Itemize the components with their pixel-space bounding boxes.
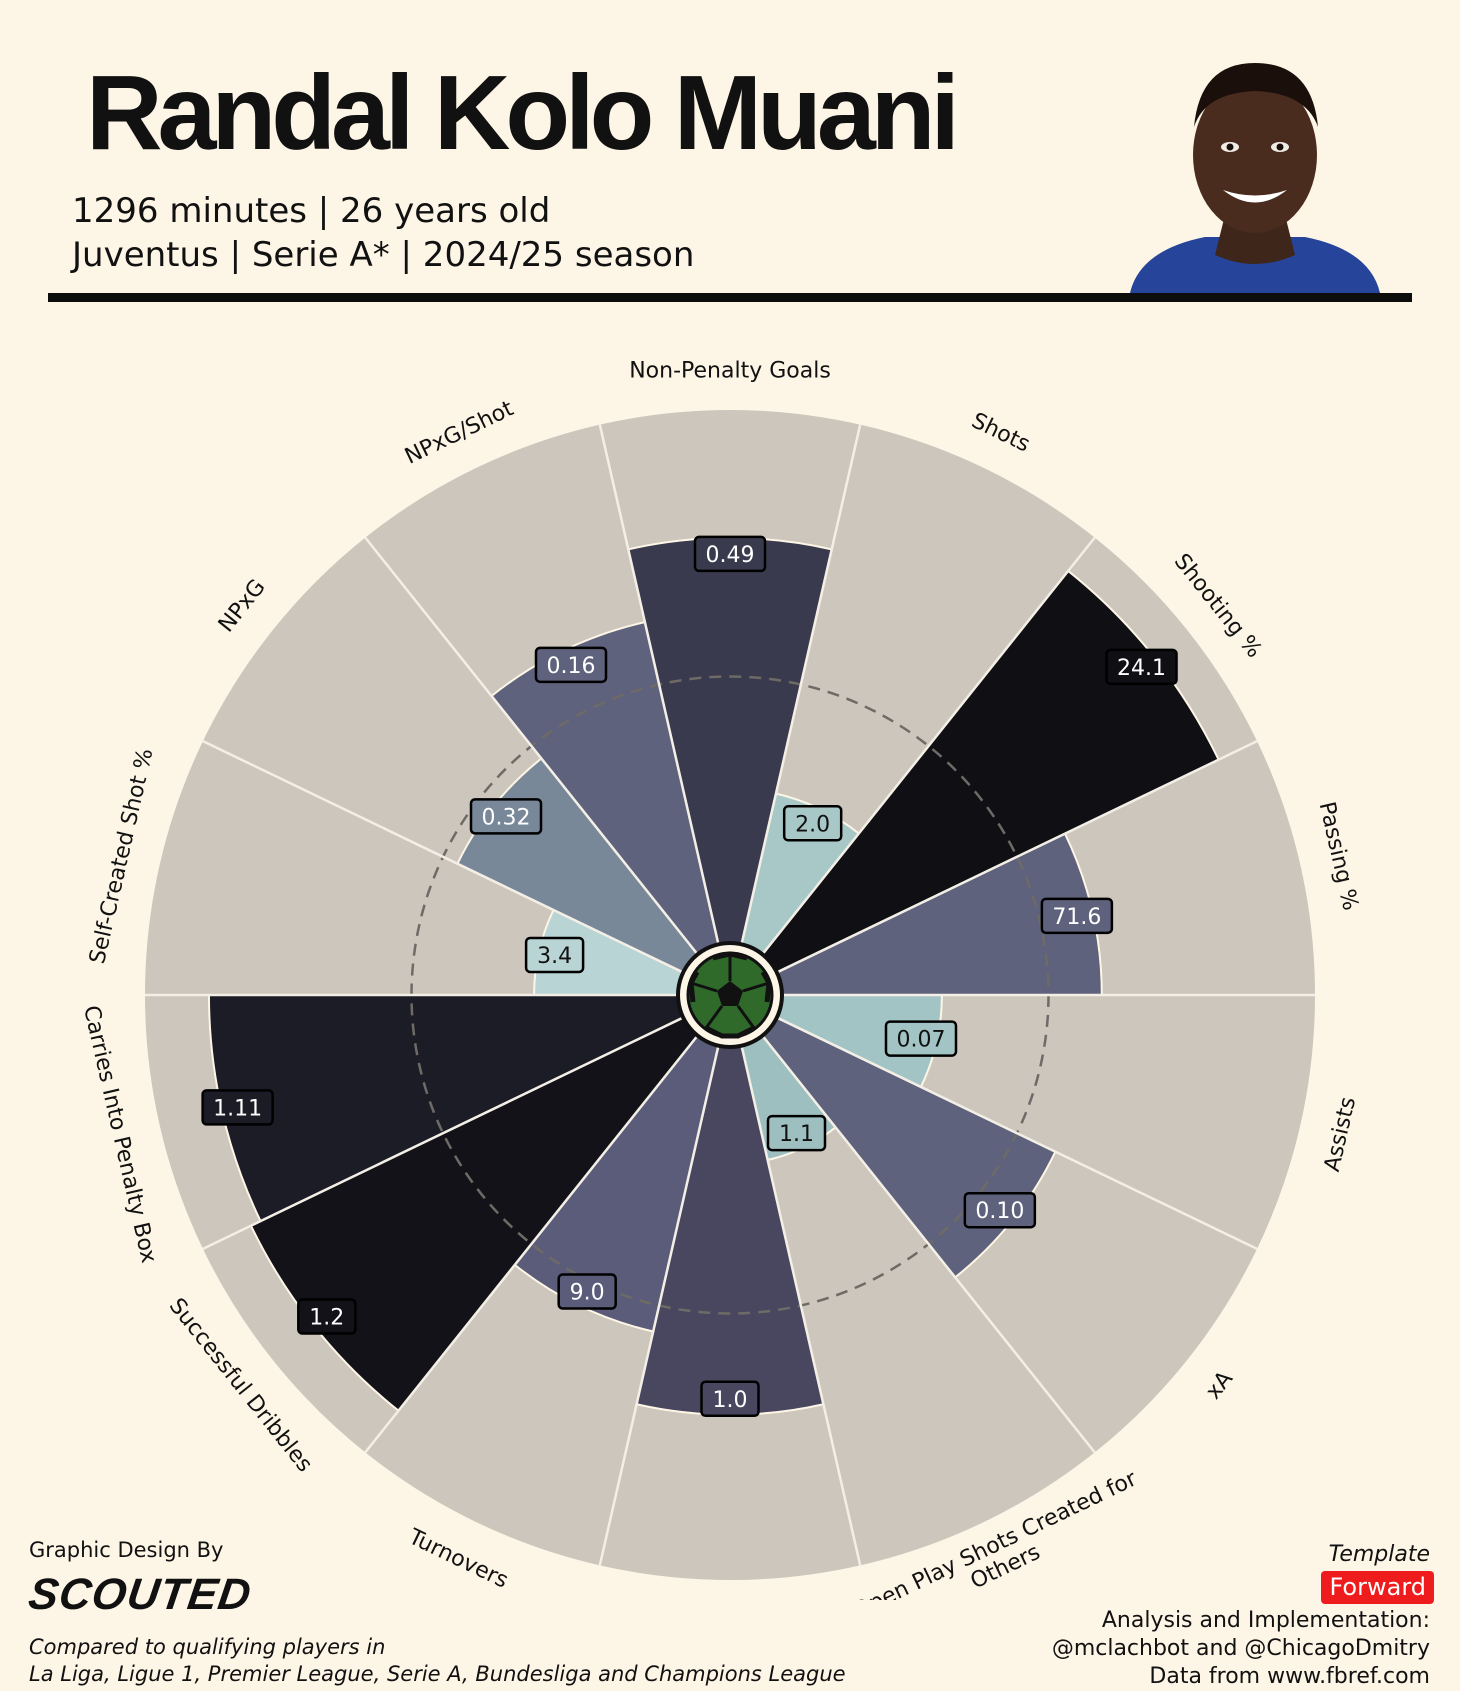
pizza-chart: 0.49 2.0 24.1 71.6 0.07 0.10 1.1 1.0 9.0 1.2 1.11 3… xyxy=(78,359,1363,1600)
divider-6 xyxy=(761,1034,1096,1454)
comparison-note-line-1: Compared to qualifying players in xyxy=(29,1635,386,1659)
comparison-note-line-2: La Liga, Ligue 1, Premier League, Serie … xyxy=(29,1662,846,1686)
value-label-carries-into-penalty-box: 1.11 xyxy=(201,1089,274,1126)
value-box-turnovers xyxy=(557,1273,617,1310)
player-minutes-age: 1296 minutes | 26 years old xyxy=(72,191,551,231)
value-label-int-tackles: 1.0 xyxy=(700,1380,760,1418)
credits-line-1: Analysis and Implementation: xyxy=(1101,1608,1430,1633)
value-text-assists: 0.07 xyxy=(896,1028,945,1053)
value-text-passing: 71.6 xyxy=(1052,905,1101,930)
design-credit-label: Graphic Design By xyxy=(29,1538,224,1562)
value-box-xa xyxy=(963,1191,1037,1229)
value-box-carries-into-penalty-box xyxy=(201,1089,274,1126)
chart-value-labels: 0.49 2.0 24.1 71.6 0.07 0.10 1.1 1.0 9.0 1.2 1.11 3… xyxy=(201,535,1178,1418)
value-text-carries-into-penalty-box: 1.11 xyxy=(213,1096,262,1121)
divider-8 xyxy=(598,1045,720,1566)
metric-label-shots: Shots xyxy=(968,408,1034,457)
value-box-non-penalty-goals xyxy=(693,535,767,573)
value-box-assists xyxy=(884,1020,958,1057)
slice-bg-open-play-shots-created-for-others xyxy=(741,1035,1095,1566)
value-text-turnovers: 9.0 xyxy=(570,1281,605,1306)
value-text-non-penalty-goals: 0.49 xyxy=(706,543,755,568)
chart-slice-dividers xyxy=(145,424,1315,1566)
player-name: Randal Kolo Muani xyxy=(86,54,960,172)
value-box-successful-dribbles xyxy=(297,1298,357,1335)
divider-3 xyxy=(776,740,1258,974)
value-box-int-tackles xyxy=(700,1380,760,1418)
metric-label-npxg: NPxG xyxy=(214,575,271,637)
metric-label-self-created-shot: Self-Created Shot % xyxy=(85,746,158,966)
value-box-npxg-shot xyxy=(534,646,608,684)
credits-line-3: Data from www.fbref.com xyxy=(1149,1664,1430,1689)
value-label-shooting: 24.1 xyxy=(1105,648,1178,686)
metric-label-passing: Passing % xyxy=(1314,799,1363,912)
value-box-open-play-shots-created-for-others xyxy=(766,1114,827,1152)
divider-13 xyxy=(364,536,699,956)
value-box-shots xyxy=(782,805,843,842)
header-divider xyxy=(48,293,1412,302)
value-label-turnovers: 9.0 xyxy=(557,1273,617,1310)
value-text-npxg: 0.32 xyxy=(482,805,531,830)
value-label-xa: 0.10 xyxy=(963,1191,1037,1229)
value-box-shooting xyxy=(1105,648,1178,686)
value-label-self-created-shot: 3.4 xyxy=(524,936,585,974)
player-team-season: Juventus | Serie A* | 2024/25 season xyxy=(72,235,695,275)
value-box-passing xyxy=(1040,897,1114,935)
position-badge: Forward xyxy=(1321,1571,1434,1604)
player-photo xyxy=(1130,63,1380,293)
value-text-self-created-shot: 3.4 xyxy=(537,944,572,969)
divider-5 xyxy=(776,1016,1258,1250)
value-box-npxg xyxy=(469,798,543,835)
divider-2 xyxy=(761,536,1096,956)
metric-label-xa: xA xyxy=(1201,1367,1238,1405)
divider-12 xyxy=(202,740,684,974)
value-label-non-penalty-goals: 0.49 xyxy=(693,535,767,573)
value-text-open-play-shots-created-for-others: 1.1 xyxy=(779,1122,814,1147)
value-box-self-created-shot xyxy=(524,936,585,974)
value-text-int-tackles: 1.0 xyxy=(713,1388,748,1413)
value-text-shots: 2.0 xyxy=(795,812,830,837)
value-label-assists: 0.07 xyxy=(884,1020,958,1057)
football-center-icon xyxy=(676,941,784,1049)
credits: Analysis and Implementation: @mclachbot … xyxy=(1052,1607,1430,1691)
value-label-open-play-shots-created-for-others: 1.1 xyxy=(766,1114,827,1152)
value-label-successful-dribbles: 1.2 xyxy=(297,1298,357,1335)
divider-7 xyxy=(740,1045,862,1566)
credits-line-2: @mclachbot and @ChicagoDmitry xyxy=(1051,1636,1430,1661)
value-label-npxg-shot: 0.16 xyxy=(534,646,608,684)
value-label-npxg: 0.32 xyxy=(469,798,543,835)
value-label-shots: 2.0 xyxy=(782,805,843,842)
value-text-successful-dribbles: 1.2 xyxy=(309,1306,344,1331)
value-text-shooting: 24.1 xyxy=(1117,656,1166,681)
chart-bars xyxy=(207,536,1220,1416)
divider-0 xyxy=(598,424,720,945)
divider-10 xyxy=(202,1016,684,1250)
metric-label-turnovers: Turnovers xyxy=(404,1524,512,1593)
metric-label-non-penalty-goals: Non-Penalty Goals xyxy=(629,359,831,384)
metric-label-assists: Assists xyxy=(1320,1095,1361,1174)
divider-9 xyxy=(364,1034,699,1454)
divider-1 xyxy=(740,424,862,945)
value-text-xa: 0.10 xyxy=(975,1199,1024,1224)
template-label: Template xyxy=(1328,1542,1430,1567)
value-text-npxg-shot: 0.16 xyxy=(547,654,596,679)
value-label-passing: 71.6 xyxy=(1040,897,1114,935)
comparison-note: Compared to qualifying players in La Lig… xyxy=(29,1634,846,1688)
scouted-logo: SCOUTED xyxy=(25,1570,255,1619)
